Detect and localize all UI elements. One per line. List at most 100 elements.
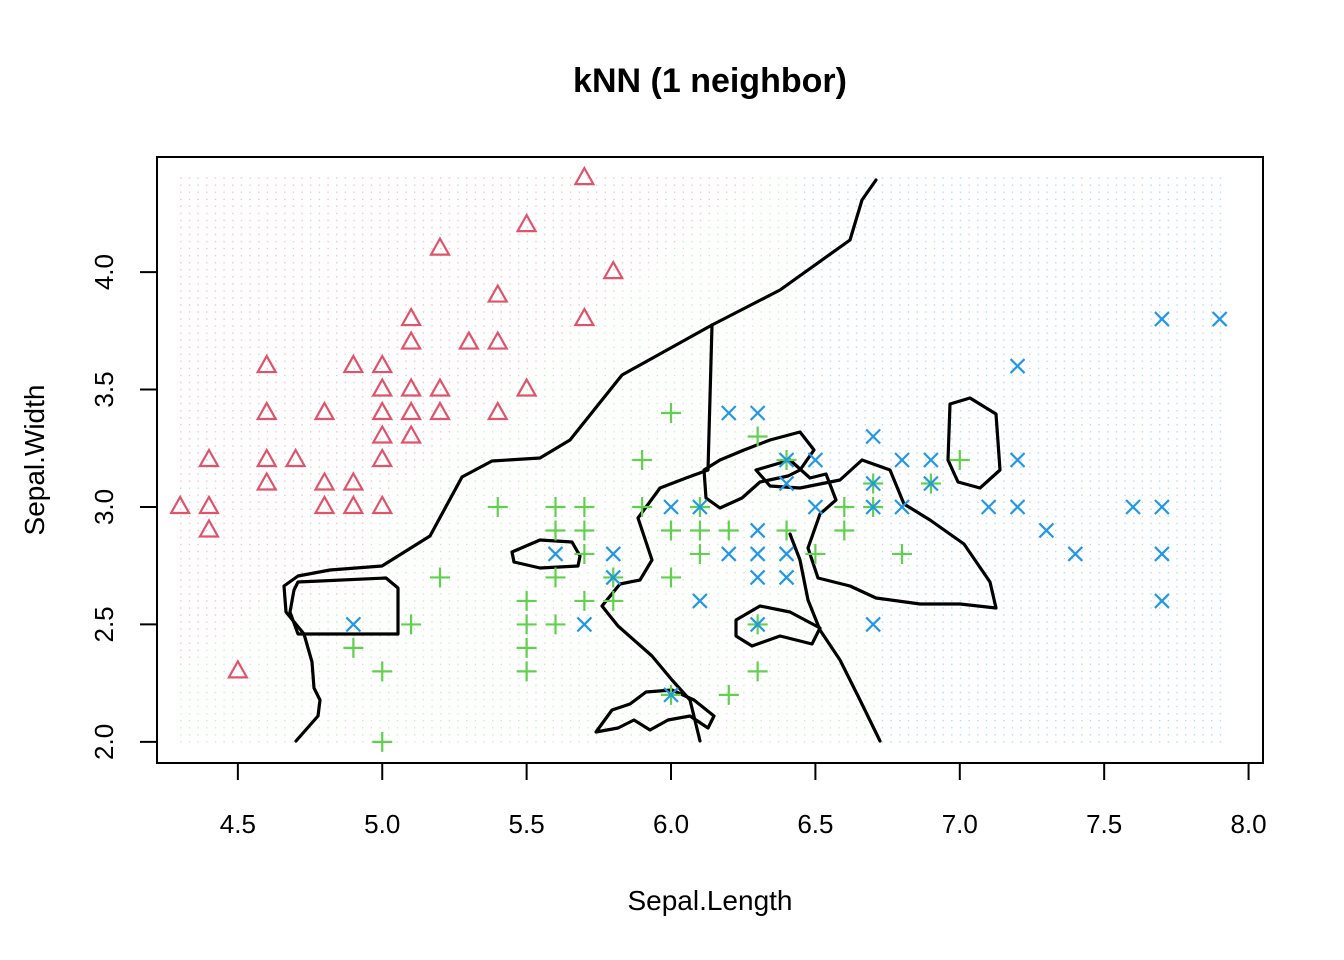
data-point <box>486 330 509 350</box>
data-point <box>689 543 710 564</box>
x-tick-label: 5.0 <box>364 809 400 839</box>
boundary-line-island-a <box>510 538 582 570</box>
x-axis-label: Sepal.Length <box>627 885 792 916</box>
data-point <box>486 283 509 303</box>
data-point <box>834 520 855 541</box>
data-point <box>400 330 423 350</box>
data-point <box>661 520 682 541</box>
data-point <box>457 330 480 350</box>
boundary-line-setosa <box>282 178 878 743</box>
x-tick-label: 5.5 <box>509 809 545 839</box>
x-tick-label: 6.5 <box>797 809 833 839</box>
data-point <box>313 494 336 515</box>
data-point <box>573 165 596 186</box>
data-point <box>632 450 653 470</box>
data-point <box>400 377 423 397</box>
data-point <box>429 400 451 421</box>
data-point <box>865 616 881 633</box>
data-point <box>515 212 538 233</box>
decision-boundary <box>282 178 1002 743</box>
data-point <box>718 520 739 541</box>
data-point <box>574 543 595 564</box>
data-point <box>892 543 913 564</box>
data-point <box>1154 593 1170 609</box>
data-point <box>1009 499 1026 515</box>
data-point <box>343 637 364 658</box>
data-point <box>632 496 653 517</box>
data-point <box>778 546 795 562</box>
data-point <box>198 447 220 468</box>
data-point <box>602 259 625 280</box>
data-point <box>1154 311 1170 327</box>
data-point <box>923 452 939 468</box>
data-point <box>605 546 622 562</box>
data-point <box>574 520 595 541</box>
data-point <box>747 426 768 447</box>
data-point <box>487 496 508 517</box>
y-axis-label: Sepal.Width <box>19 385 50 536</box>
data-point <box>778 569 795 586</box>
data-point <box>547 546 564 562</box>
data-point <box>429 236 451 256</box>
data-point <box>1154 499 1170 515</box>
boundary-line-pocket-left <box>288 576 400 636</box>
y-axis: 2.0 2.5 3.0 3.5 4.0 <box>89 254 158 760</box>
data-point <box>749 569 766 586</box>
data-point <box>284 447 307 468</box>
data-point <box>345 616 362 633</box>
data-point <box>255 471 278 491</box>
data-point <box>371 377 394 397</box>
data-point <box>372 731 393 752</box>
data-point <box>400 306 423 327</box>
data-point <box>255 447 278 468</box>
data-point <box>807 452 824 468</box>
data-point <box>1009 358 1026 374</box>
data-point <box>605 569 622 586</box>
data-point <box>865 428 881 445</box>
region-dots-2 <box>803 177 1222 743</box>
data-point <box>574 496 595 517</box>
data-point <box>718 684 739 705</box>
data-point <box>805 543 826 564</box>
data-point <box>486 400 509 421</box>
data-point <box>1211 311 1228 327</box>
data-point <box>226 659 249 679</box>
data-point <box>371 494 394 515</box>
data-point <box>255 400 278 421</box>
data-point <box>1125 499 1141 515</box>
boundary-line-island-f <box>734 604 822 648</box>
data-point <box>689 520 710 541</box>
data-point <box>980 499 997 515</box>
data-point <box>1038 522 1055 539</box>
data-point <box>749 546 766 562</box>
data-point <box>400 424 423 444</box>
data-point <box>692 593 708 609</box>
data-point <box>545 520 566 541</box>
data-point <box>198 494 220 515</box>
x-tick-label: 7.0 <box>942 809 978 839</box>
data-point <box>573 306 596 327</box>
y-tick-label: 2.5 <box>89 606 119 642</box>
x-tick-label: 6.0 <box>653 809 689 839</box>
data-point <box>749 405 766 421</box>
boundary-line-island-e <box>594 688 716 734</box>
data-point <box>545 496 566 517</box>
data-point <box>865 499 881 515</box>
data-point <box>720 546 737 562</box>
data-point <box>516 661 537 682</box>
data-point <box>516 614 537 635</box>
data-point <box>516 637 537 658</box>
data-point <box>516 590 537 611</box>
data-point <box>400 400 423 421</box>
data-point <box>720 405 737 421</box>
data-point <box>923 475 939 492</box>
data-point <box>778 475 795 492</box>
data-point <box>663 499 679 515</box>
data-point <box>1067 546 1084 562</box>
data-point <box>342 353 365 374</box>
data-point <box>749 616 766 633</box>
data-point <box>371 424 394 444</box>
data-point <box>342 471 365 491</box>
data-point <box>371 400 394 421</box>
